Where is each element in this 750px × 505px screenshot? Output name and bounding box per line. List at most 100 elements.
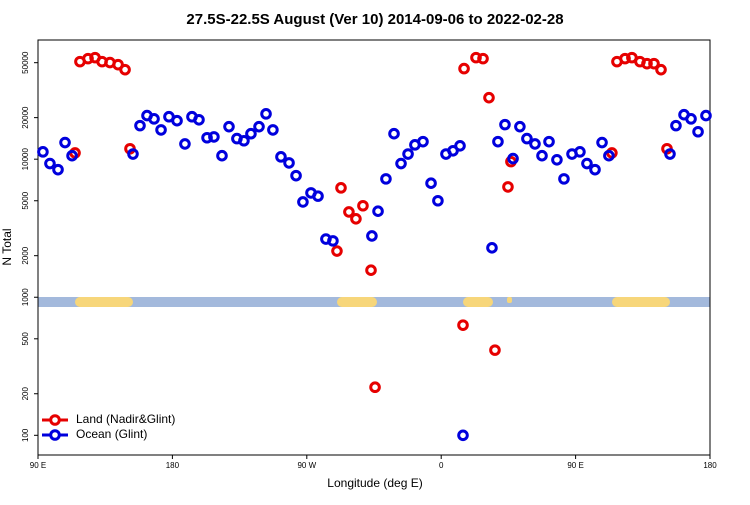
- land-band: [75, 297, 133, 307]
- point: [685, 113, 697, 125]
- point: [245, 127, 257, 140]
- point: [253, 120, 265, 133]
- point: [432, 194, 444, 207]
- point: [502, 181, 514, 193]
- point: [425, 177, 437, 190]
- point: [171, 114, 183, 127]
- point: [543, 135, 555, 148]
- point: [155, 124, 167, 136]
- point: [134, 119, 146, 132]
- point: [388, 127, 400, 140]
- point: [536, 149, 548, 162]
- x-tick-label: 90 E: [30, 461, 46, 470]
- point: [66, 149, 78, 162]
- point: [380, 173, 392, 185]
- land-band: [612, 297, 670, 307]
- point: [208, 131, 220, 143]
- point: [350, 213, 362, 225]
- point: [369, 381, 381, 394]
- point: [454, 140, 466, 152]
- legend-marker: [49, 414, 61, 426]
- point: [458, 62, 470, 75]
- y-tick-label: 1000: [21, 288, 30, 306]
- point: [267, 124, 279, 136]
- point: [44, 157, 56, 170]
- chart-title: 27.5S-22.5S August (Ver 10) 2014-09-06 t…: [186, 11, 563, 28]
- y-tick-label: 10000: [21, 148, 30, 171]
- point: [223, 120, 235, 133]
- point: [297, 196, 309, 208]
- x-axis-label: Longitude (deg E): [327, 476, 422, 490]
- point: [402, 148, 414, 160]
- x-tick-label: 180: [166, 461, 180, 470]
- point: [499, 118, 511, 131]
- point: [201, 131, 213, 144]
- legend-label: Land (Nadir&Glint): [76, 412, 175, 426]
- point: [521, 132, 533, 145]
- point: [670, 119, 682, 132]
- point: [127, 148, 139, 160]
- x-tick-label: 90 W: [297, 461, 316, 470]
- point: [692, 125, 704, 138]
- y-tick-label: 5000: [21, 191, 30, 209]
- point: [655, 63, 667, 76]
- y-tick-label: 20000: [21, 106, 30, 129]
- point: [457, 429, 469, 442]
- point: [275, 151, 287, 163]
- point: [514, 120, 526, 133]
- plot-frame: [37, 39, 711, 456]
- point: [37, 146, 49, 158]
- point: [603, 149, 615, 162]
- point: [596, 136, 608, 149]
- point: [700, 109, 712, 122]
- surface-band: [38, 297, 710, 307]
- point: [483, 91, 495, 104]
- point: [489, 344, 501, 356]
- y-axis-label: N Total: [0, 228, 14, 265]
- x-tick-label: 0: [439, 461, 444, 470]
- point: [664, 148, 676, 160]
- y-tick-label: 100: [21, 428, 30, 442]
- point: [290, 169, 302, 182]
- point: [179, 138, 191, 150]
- point: [52, 163, 64, 176]
- point: [507, 152, 519, 165]
- point: [59, 136, 71, 149]
- point: [283, 157, 295, 169]
- y-tick-label: 500: [21, 332, 30, 346]
- point: [148, 113, 160, 125]
- point: [619, 52, 631, 65]
- x-tick-label: 180: [703, 461, 717, 470]
- point: [641, 57, 653, 70]
- point: [372, 205, 384, 218]
- point: [558, 173, 570, 185]
- point: [477, 52, 489, 65]
- point: [574, 146, 586, 158]
- point: [486, 242, 498, 254]
- point: [551, 153, 563, 166]
- legend-label: Ocean (Glint): [76, 427, 147, 441]
- land-band: [337, 297, 377, 307]
- point: [457, 319, 469, 331]
- point: [119, 63, 131, 76]
- point: [260, 108, 272, 120]
- point: [581, 157, 593, 170]
- point: [193, 113, 205, 126]
- point: [238, 134, 250, 147]
- land-band: [507, 297, 512, 303]
- legend-marker: [49, 429, 61, 441]
- point: [335, 182, 347, 194]
- y-tick-label: 200: [21, 387, 30, 401]
- point: [492, 135, 504, 148]
- point: [343, 206, 355, 218]
- point: [529, 138, 541, 150]
- y-tick-label: 2000: [21, 246, 30, 264]
- point: [312, 190, 324, 202]
- point: [357, 199, 369, 212]
- point: [365, 264, 377, 277]
- y-tick-label: 50000: [21, 51, 30, 74]
- point: [366, 230, 378, 242]
- point: [216, 149, 228, 162]
